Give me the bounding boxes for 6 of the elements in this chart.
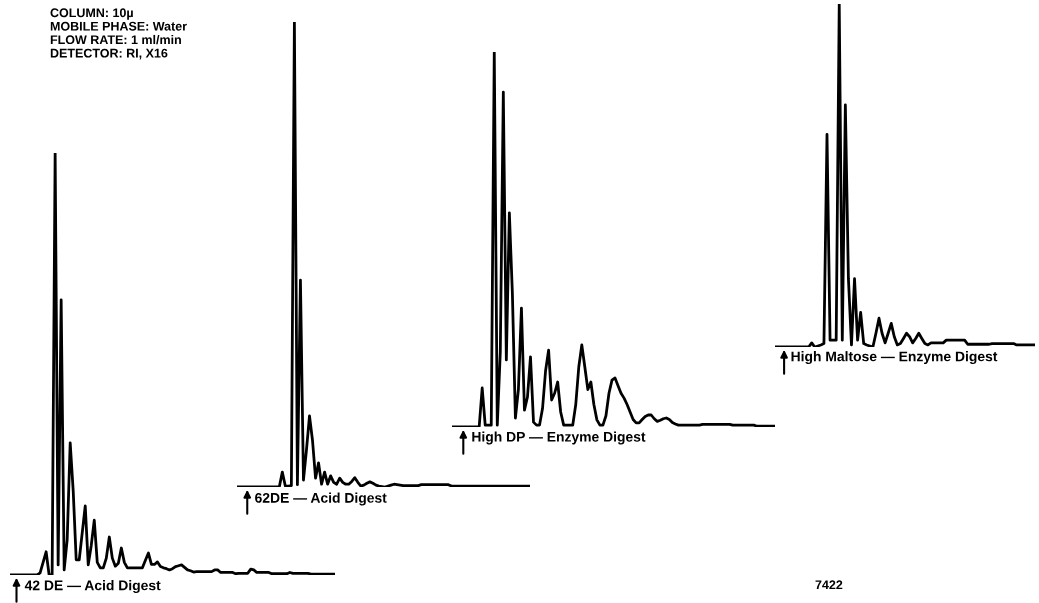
x-axis-title: 62DE — Acid Digest [255,492,387,506]
text: COLUMN: 10µ MOBILE PHASE: Water FLOW RATE: 1 ml/min DETECTOR: RI, X16 [50,8,187,60]
text: 7422 [815,580,843,590]
x-axis-title: 42 DE — Acid Digest [24,580,161,594]
x-axis-title: High DP — Enzyme Digest [472,431,646,445]
x-axis-title: High Maltose — Enzyme Digest [791,351,998,365]
